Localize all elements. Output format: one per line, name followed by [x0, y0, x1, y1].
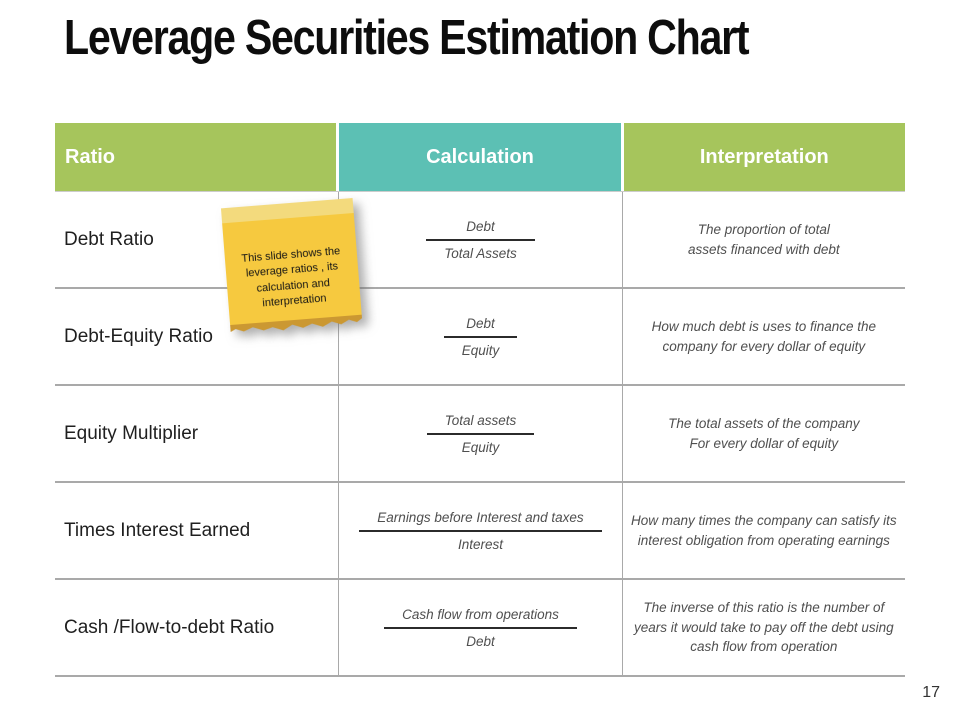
ratio-cell: Debt Ratio — [64, 228, 154, 250]
fraction-numerator: Debt — [466, 315, 495, 331]
table-row: Debt Ratio Debt Total Assets The proport… — [55, 192, 905, 289]
sticky-note-body: This slide shows the leverage ratios , i… — [222, 212, 362, 327]
calculation-cell: Cash flow from operations Debt — [338, 580, 621, 675]
fraction: Earnings before Interest and taxes Inter… — [359, 509, 602, 552]
leverage-ratios-table: Ratio Calculation Interpretation Debt Ra… — [55, 123, 905, 677]
interpretation-cell: How many times the company can satisfy i… — [621, 483, 905, 578]
page-number: 17 — [922, 684, 940, 701]
ratio-cell: Equity Multiplier — [64, 422, 199, 444]
fraction-denominator: Debt — [466, 633, 495, 649]
interpretation-cell: The total assets of the company For ever… — [621, 386, 905, 481]
fraction: Cash flow from operations Debt — [384, 606, 577, 649]
interpretation-text: How much debt is uses to finance the com… — [651, 318, 877, 354]
fraction-denominator: Total Assets — [444, 245, 517, 261]
ratio-cell: Debt-Equity Ratio — [64, 325, 213, 347]
fraction-bar — [426, 238, 535, 241]
fraction-bar — [426, 432, 535, 435]
sticky-note-text: This slide shows the leverage ratios , i… — [240, 245, 341, 310]
interpretation-cell: The inverse of this ratio is the number … — [621, 580, 905, 675]
header-cell-ratio: Ratio — [55, 123, 337, 191]
page-title: Leverage Securities Estimation Chart — [64, 11, 750, 65]
fraction-numerator: Debt — [466, 218, 495, 234]
fraction-numerator: Cash flow from operations — [402, 606, 559, 622]
table-body: Debt Ratio Debt Total Assets The proport… — [55, 191, 905, 677]
table-header-row: Ratio Calculation Interpretation — [55, 123, 905, 191]
calculation-cell: Debt Total Assets — [338, 192, 621, 287]
fraction-bar — [443, 335, 518, 338]
table-row: Cash /Flow-to-debt Ratio Cash flow from … — [55, 580, 905, 677]
ratio-cell: Times Interest Earned — [64, 519, 251, 541]
sticky-note: This slide shows the leverage ratios , i… — [220, 198, 363, 342]
interpretation-text: The total assets of the company For ever… — [668, 415, 860, 451]
interpretation-text: How many times the company can satisfy i… — [631, 512, 897, 548]
header-cell-calculation: Calculation — [339, 123, 621, 191]
fraction: Debt Equity — [443, 315, 518, 358]
ratio-cell: Cash /Flow-to-debt Ratio — [64, 616, 275, 638]
header-cell-interpretation: Interpretation — [623, 123, 905, 191]
interpretation-text: The proportion of total assets financed … — [688, 221, 840, 257]
fraction-bar — [384, 626, 577, 629]
table-row: Times Interest Earned Earnings before In… — [55, 483, 905, 580]
interpretation-cell: The proportion of total assets financed … — [621, 192, 905, 287]
table-row: Equity Multiplier Total assets Equity Th… — [55, 386, 905, 483]
fraction-bar — [359, 529, 602, 532]
interpretation-text: The inverse of this ratio is the number … — [633, 600, 894, 655]
fraction-denominator: Interest — [457, 536, 503, 552]
fraction-denominator: Equity — [461, 439, 500, 455]
calculation-cell: Debt Equity — [338, 289, 621, 384]
fraction: Debt Total Assets — [426, 218, 535, 261]
fraction-denominator: Equity — [461, 342, 500, 358]
calculation-cell: Total assets Equity — [338, 386, 621, 481]
calculation-cell: Earnings before Interest and taxes Inter… — [338, 483, 621, 578]
fraction: Total assets Equity — [426, 412, 535, 455]
interpretation-cell: How much debt is uses to finance the com… — [621, 289, 905, 384]
table-row: Debt-Equity Ratio Debt Equity How much d… — [55, 289, 905, 386]
fraction-numerator: Total assets — [444, 412, 517, 428]
fraction-numerator: Earnings before Interest and taxes — [377, 509, 584, 525]
